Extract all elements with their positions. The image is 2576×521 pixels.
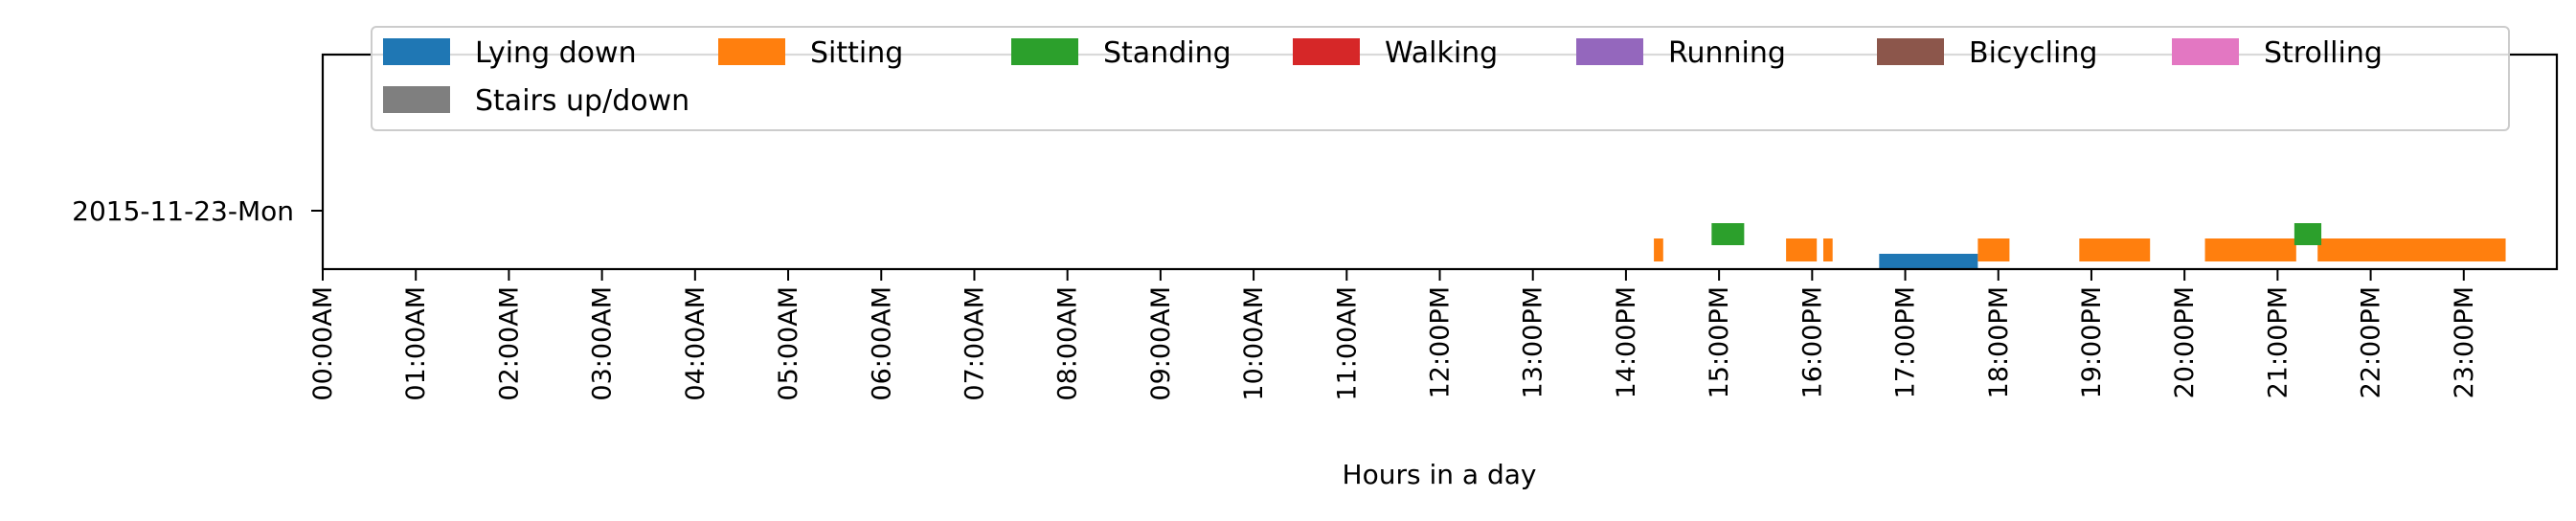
legend-swatch <box>718 38 785 65</box>
bar-standing <box>2294 223 2322 245</box>
legend-label: Standing <box>1103 36 1232 70</box>
bar-sitting <box>1786 238 1818 261</box>
bar-sitting <box>1977 238 2010 261</box>
legend-label: Walking <box>1385 36 1498 70</box>
x-axis: 00:00AM 01:00AM 02:00AM 03:00AM 04:00AM 05:00… <box>308 269 2479 401</box>
legend-label: Sitting <box>810 36 903 70</box>
legend-entry-walking: Walking <box>1293 36 1498 70</box>
legend-entry-stairs-up-down: Stairs up/down <box>383 84 689 118</box>
bar-lying-down <box>1879 254 1978 269</box>
x-tick-label: 03:00AM <box>588 286 618 401</box>
x-tick-label: 20:00PM <box>2170 286 2200 398</box>
x-tick-label: 15:00PM <box>1705 286 1734 398</box>
legend-entry-strolling: Strolling <box>2172 36 2383 70</box>
x-axis-label: Hours in a day <box>1343 459 1537 490</box>
x-tick-label: 22:00PM <box>2357 286 2386 398</box>
legend-label: Running <box>1668 36 1786 70</box>
legend-swatch <box>1293 38 1360 65</box>
bar-sitting <box>1822 238 1833 261</box>
x-tick-label: 07:00AM <box>960 286 989 401</box>
legend-swatch <box>1576 38 1643 65</box>
legend-label: Bicycling <box>1969 36 2097 70</box>
x-tick-label: 06:00AM <box>867 286 896 401</box>
legend-entry-sitting: Sitting <box>718 36 903 70</box>
x-tick-label: 14:00PM <box>1612 286 1641 398</box>
x-tick-label: 19:00PM <box>2077 286 2107 398</box>
y-axis: 2015-11-23-Mon <box>72 195 323 227</box>
legend-label: Lying down <box>475 36 637 70</box>
bar-standing <box>1711 223 1745 245</box>
x-tick-label: 21:00PM <box>2263 286 2293 398</box>
legend-label: Strolling <box>2264 36 2383 70</box>
legend-swatch <box>1877 38 1944 65</box>
legend-swatch <box>2172 38 2239 65</box>
x-tick-label: 04:00AM <box>681 286 711 401</box>
bar-sitting <box>2317 238 2506 261</box>
x-tick-label: 00:00AM <box>308 286 338 401</box>
x-tick-label: 23:00PM <box>2450 286 2479 398</box>
bar-sitting <box>2204 238 2296 261</box>
legend-label: Stairs up/down <box>475 84 689 118</box>
bar-sitting <box>2079 238 2151 261</box>
x-tick-label: 02:00AM <box>494 286 524 401</box>
legend-entry-standing: Standing <box>1011 36 1232 70</box>
x-tick-label: 01:00AM <box>401 286 431 401</box>
legend-entry-lying-down: Lying down <box>383 36 637 70</box>
legend-swatch <box>1011 38 1078 65</box>
bar-sitting <box>1654 238 1663 261</box>
x-tick-label: 08:00AM <box>1053 286 1083 401</box>
y-tick-label-day: 2015-11-23-Mon <box>72 195 294 227</box>
x-tick-label: 17:00PM <box>1891 286 1921 398</box>
x-tick-label: 09:00AM <box>1146 286 1176 401</box>
legend-entry-bicycling: Bicycling <box>1877 36 2097 70</box>
legend-swatch <box>383 38 450 65</box>
x-tick-label: 13:00PM <box>1519 286 1548 398</box>
x-tick-label: 12:00PM <box>1426 286 1456 398</box>
x-tick-label: 16:00PM <box>1797 286 1827 398</box>
x-tick-label: 10:00AM <box>1239 286 1269 401</box>
legend-entry-running: Running <box>1576 36 1786 70</box>
x-tick-label: 18:00PM <box>1984 286 2014 398</box>
x-tick-label: 05:00AM <box>774 286 803 401</box>
legend: Lying down Sitting Standing Walking Running B… <box>371 26 2510 131</box>
legend-frame <box>371 26 2510 131</box>
bars-layer <box>1654 223 2506 269</box>
legend-swatch <box>383 86 450 113</box>
x-tick-label: 11:00AM <box>1332 286 1362 401</box>
